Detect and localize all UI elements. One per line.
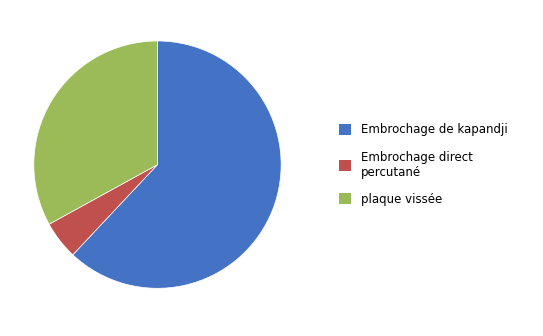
Legend: Embrochage de kapandji, Embrochage direct
percutané, plaque vissée: Embrochage de kapandji, Embrochage direc…: [333, 118, 513, 212]
Wedge shape: [34, 41, 157, 224]
Wedge shape: [49, 165, 157, 255]
Wedge shape: [73, 41, 281, 288]
